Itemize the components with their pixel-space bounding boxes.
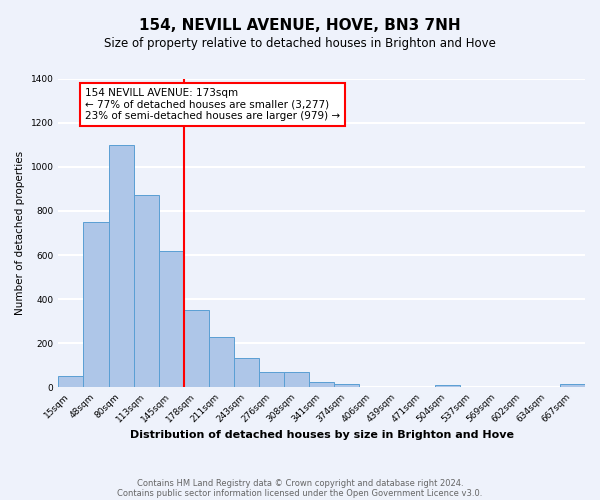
Text: 154, NEVILL AVENUE, HOVE, BN3 7NH: 154, NEVILL AVENUE, HOVE, BN3 7NH: [139, 18, 461, 32]
Bar: [109, 144, 134, 388]
Bar: [83, 222, 109, 388]
Bar: [234, 358, 259, 388]
Bar: [434, 386, 460, 388]
Bar: [134, 196, 159, 388]
Bar: [184, 310, 209, 388]
Text: 154 NEVILL AVENUE: 173sqm
← 77% of detached houses are smaller (3,277)
23% of se: 154 NEVILL AVENUE: 173sqm ← 77% of detac…: [85, 88, 340, 121]
Bar: [334, 384, 359, 388]
X-axis label: Distribution of detached houses by size in Brighton and Hove: Distribution of detached houses by size …: [130, 430, 514, 440]
Text: Contains public sector information licensed under the Open Government Licence v3: Contains public sector information licen…: [118, 488, 482, 498]
Text: Size of property relative to detached houses in Brighton and Hove: Size of property relative to detached ho…: [104, 38, 496, 51]
Bar: [209, 336, 234, 388]
Bar: [309, 382, 334, 388]
Bar: [560, 384, 585, 388]
Text: Contains HM Land Registry data © Crown copyright and database right 2024.: Contains HM Land Registry data © Crown c…: [137, 478, 463, 488]
Bar: [159, 250, 184, 388]
Bar: [284, 372, 309, 388]
Bar: [58, 376, 83, 388]
Y-axis label: Number of detached properties: Number of detached properties: [15, 151, 25, 315]
Bar: [259, 372, 284, 388]
